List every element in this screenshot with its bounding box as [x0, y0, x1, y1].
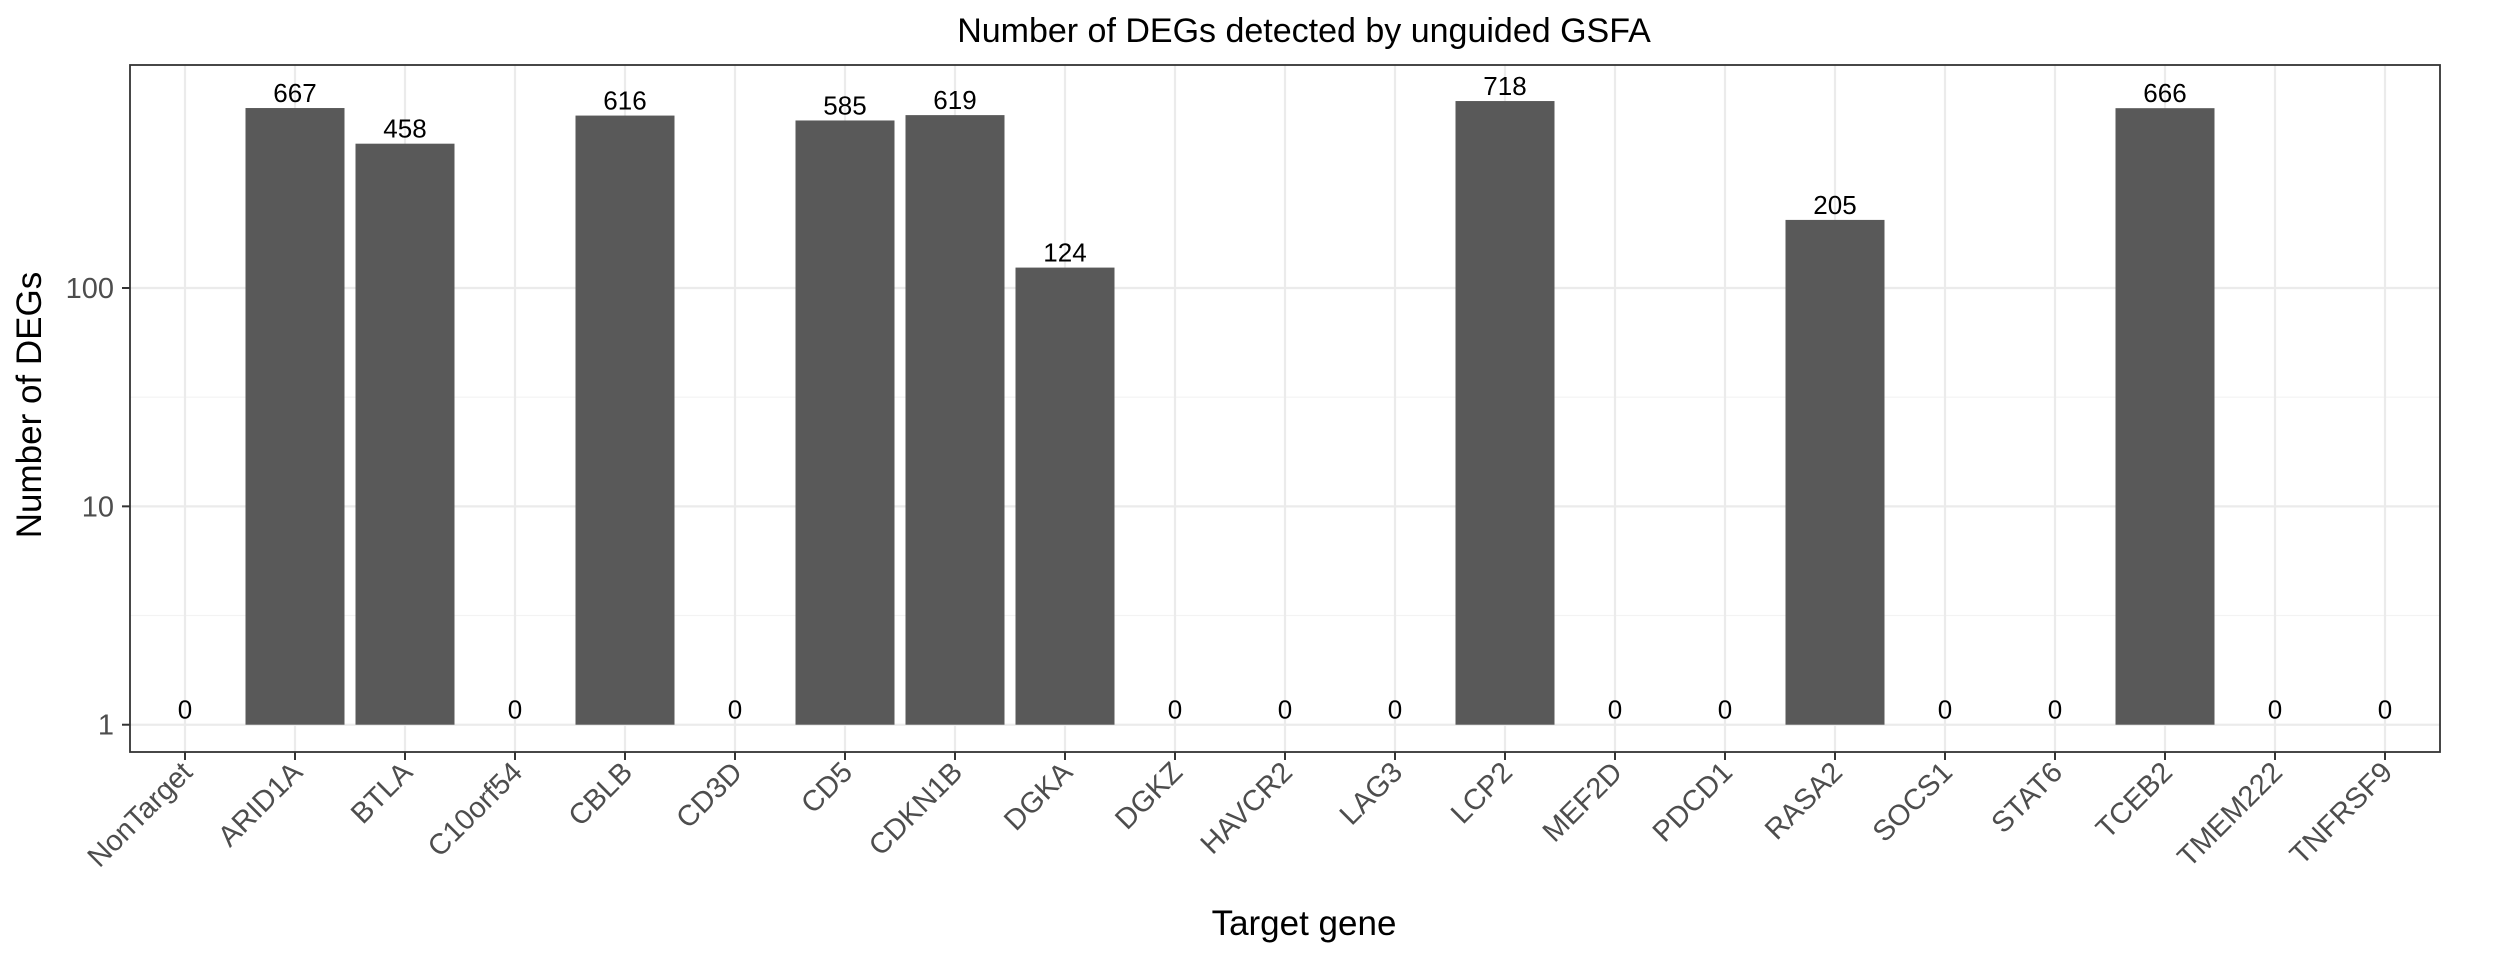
x-tick-label: DGKA — [998, 756, 1079, 837]
y-tick-label: 100 — [66, 273, 114, 305]
bar-value-label: 585 — [823, 90, 866, 120]
bar-value-label: 619 — [933, 85, 976, 115]
bar-cblb — [575, 115, 675, 725]
bar-value-label: 0 — [2268, 695, 2282, 725]
bar-value-label: 124 — [1043, 238, 1086, 268]
y-tick-label: 10 — [82, 491, 114, 523]
x-tick-label: CBLB — [563, 756, 639, 832]
x-axis-title: Target gene — [1212, 904, 1397, 943]
bar-value-label: 205 — [1813, 190, 1856, 220]
bar-value-label: 0 — [178, 695, 192, 725]
bar-value-label: 666 — [2143, 78, 2186, 108]
bar-value-label: 0 — [2378, 695, 2392, 725]
grid-layer — [130, 65, 2440, 752]
bar-value-label: 0 — [1608, 695, 1622, 725]
bar-value-label: 718 — [1483, 71, 1526, 101]
x-tick-label: SOCS1 — [1867, 756, 1959, 848]
x-tick-label: CD3D — [670, 756, 748, 834]
x-tick-label: TNFRSF9 — [2284, 756, 2399, 871]
x-tick-label: MEF2D — [1537, 756, 1629, 848]
bar-value-label: 0 — [1168, 695, 1182, 725]
bar-lcp2 — [1455, 101, 1555, 725]
bar-value-label: 0 — [1938, 695, 1952, 725]
bar-value-label: 0 — [1278, 695, 1292, 725]
bar-arid1a — [245, 108, 345, 725]
x-tick-label: TCEB2 — [2090, 756, 2179, 845]
bar-cd5 — [795, 120, 895, 725]
bar-value-labels: 0 667 458 0 616 0 585 619 124 0 0 0 718 0 0 205 0 0 666 0 0 — [178, 71, 2392, 725]
bar-dgka — [1015, 267, 1115, 725]
x-tick-label: TMEM222 — [2172, 756, 2289, 873]
chart-title: Number of DEGs detected by unguided GSFA — [957, 12, 1651, 50]
bar-value-label: 0 — [1718, 695, 1732, 725]
x-tick-label: BTLA — [345, 756, 419, 830]
x-tick-label: LAG3 — [1334, 756, 1409, 831]
y-tick-label: 1 — [98, 710, 114, 742]
bar-value-label: 667 — [273, 78, 316, 108]
bar-value-label: 0 — [508, 695, 522, 725]
bar-cdkn1b — [905, 115, 1005, 725]
x-tick-label: DGKZ — [1109, 756, 1189, 836]
bar-value-label: 616 — [603, 86, 646, 116]
x-tick-label: LCP2 — [1445, 756, 1519, 830]
bar-rasa2 — [1785, 219, 1885, 725]
x-tick-label: CD5 — [795, 756, 859, 820]
x-tick-label: CDKN1B — [863, 756, 969, 862]
bar-tceb2 — [2115, 108, 2215, 725]
x-tick-label: HAVCR2 — [1195, 756, 1299, 860]
x-tick-label: NonTarget — [82, 756, 199, 873]
x-tick-label: RASA2 — [1759, 756, 1849, 846]
bar-value-label: 0 — [728, 695, 742, 725]
bar-value-label: 458 — [383, 114, 426, 144]
bar-value-label: 0 — [2048, 695, 2062, 725]
bars — [245, 101, 2215, 725]
bar-value-label: 0 — [1388, 695, 1402, 725]
x-tick-label: C10orf54 — [422, 756, 529, 863]
x-tick-label: ARID1A — [212, 756, 309, 853]
bar-btla — [355, 143, 455, 725]
x-tick-label: STAT6 — [1986, 756, 2069, 839]
y-axis-title: Number of DEGs — [10, 272, 49, 538]
x-tick-label: PDCD1 — [1647, 756, 1739, 848]
